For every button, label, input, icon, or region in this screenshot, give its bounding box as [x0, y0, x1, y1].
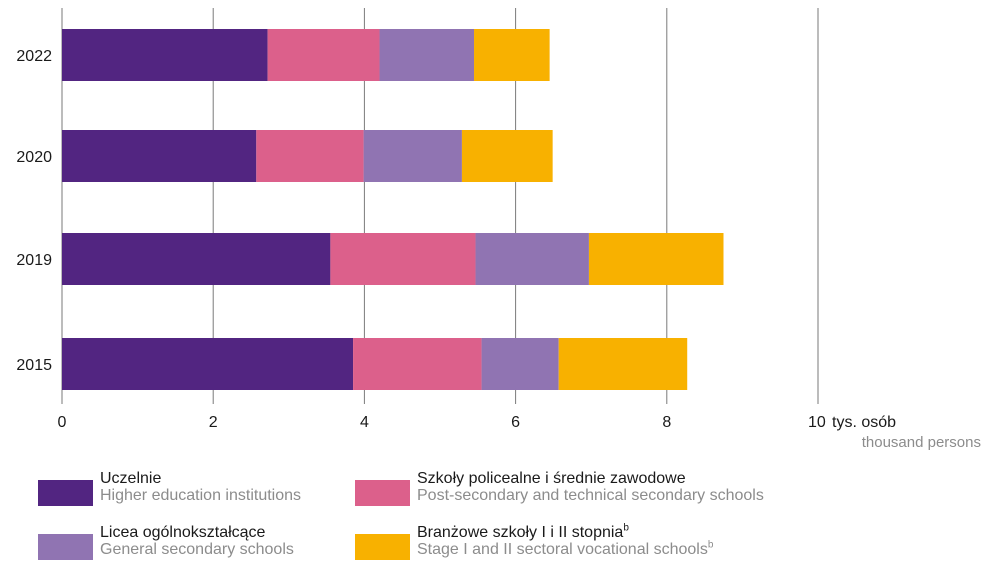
legend-label-en: General secondary schools — [100, 541, 294, 558]
x-axis-tick-labels: 0 2 4 6 8 10 — [58, 414, 826, 431]
legend-item-post-secondary: Szkoły policealne i średnie zawodowe Pos… — [355, 470, 764, 506]
bar-segment-2020-series-2 — [363, 130, 462, 182]
x-axis-unit-english: thousand persons — [862, 434, 981, 450]
legend-label-en: Post-secondary and technical secondary s… — [417, 487, 764, 504]
bar-segment-2022-series-0 — [62, 29, 268, 81]
legend-item-higher-education: Uczelnie Higher education institutions — [38, 470, 301, 506]
x-axis-unit-polish: tys. osób — [832, 414, 896, 431]
legend-label-pl: Branżowe szkoły I i II stopniab — [417, 522, 629, 541]
category-label: 2015 — [16, 357, 52, 374]
bar-segment-2019-series-0 — [62, 233, 331, 285]
category-label: 2019 — [16, 252, 52, 269]
category-labels: 2022 2020 2019 2015 — [16, 48, 52, 374]
legend-label-pl: Licea ogólnokształcące — [100, 524, 266, 541]
bar-segment-2022-series-3 — [474, 29, 550, 81]
legend-swatch — [355, 534, 410, 560]
legend-label-en: Higher education institutions — [100, 487, 302, 504]
bar-segment-2015-series-1 — [353, 338, 482, 390]
legend-swatch — [38, 480, 93, 506]
x-tick-label: 4 — [360, 414, 369, 431]
stacked-bar-chart: 2022 2020 2019 2015 0 2 4 6 8 10 tys. osób thous… — [16, 8, 981, 450]
legend-item-sectoral-vocational: Branżowe szkoły I i II stopniab Stage I … — [355, 522, 714, 560]
legend-swatch — [355, 480, 410, 506]
bar-segment-2015-series-0 — [62, 338, 354, 390]
bar-segment-2020-series-0 — [62, 130, 257, 182]
legend-label-pl: Szkoły policealne i średnie zawodowe — [417, 470, 686, 487]
category-label: 2022 — [16, 48, 52, 65]
bar-segment-2019-series-3 — [588, 233, 724, 285]
bar-segment-2019-series-1 — [330, 233, 476, 285]
x-tick-label: 10 — [808, 414, 826, 431]
category-label: 2020 — [16, 149, 52, 166]
legend-swatch — [38, 534, 93, 560]
legend-item-general-secondary: Licea ogólnokształcące General secondary… — [38, 524, 294, 560]
legend-label-en: Stage I and II sectoral vocational schoo… — [417, 539, 714, 558]
bar-segment-2015-series-2 — [481, 338, 559, 390]
x-tick-label: 6 — [511, 414, 520, 431]
bar-segment-2020-series-1 — [256, 130, 364, 182]
bar-segment-2022-series-2 — [379, 29, 475, 81]
x-tick-label: 8 — [662, 414, 671, 431]
bar-segment-2020-series-3 — [461, 130, 553, 182]
bar-segment-2019-series-2 — [475, 233, 589, 285]
x-tick-label: 0 — [58, 414, 67, 431]
bar-segment-2022-series-1 — [267, 29, 380, 81]
bars — [62, 29, 724, 390]
footnote-marker: b — [623, 522, 629, 534]
footnote-marker: b — [707, 539, 714, 551]
x-tick-label: 2 — [209, 414, 218, 431]
bar-segment-2015-series-3 — [558, 338, 688, 390]
legend-label-pl: Uczelnie — [100, 470, 162, 487]
